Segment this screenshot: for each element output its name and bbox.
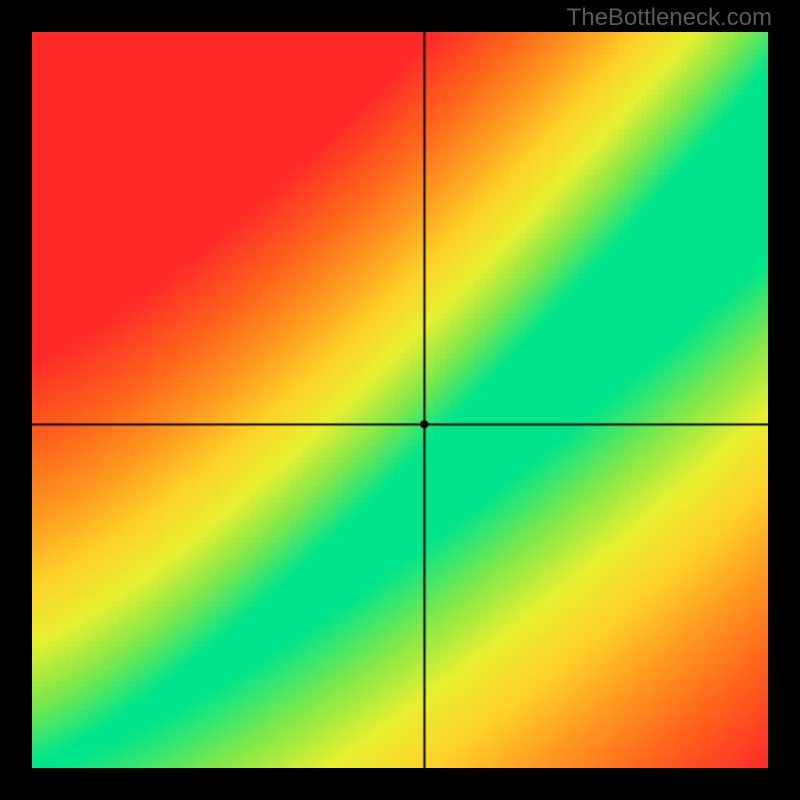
watermark-text: TheBottleneck.com xyxy=(567,4,772,32)
chart-container: TheBottleneck.com xyxy=(0,0,800,800)
bottleneck-heatmap xyxy=(32,32,768,768)
